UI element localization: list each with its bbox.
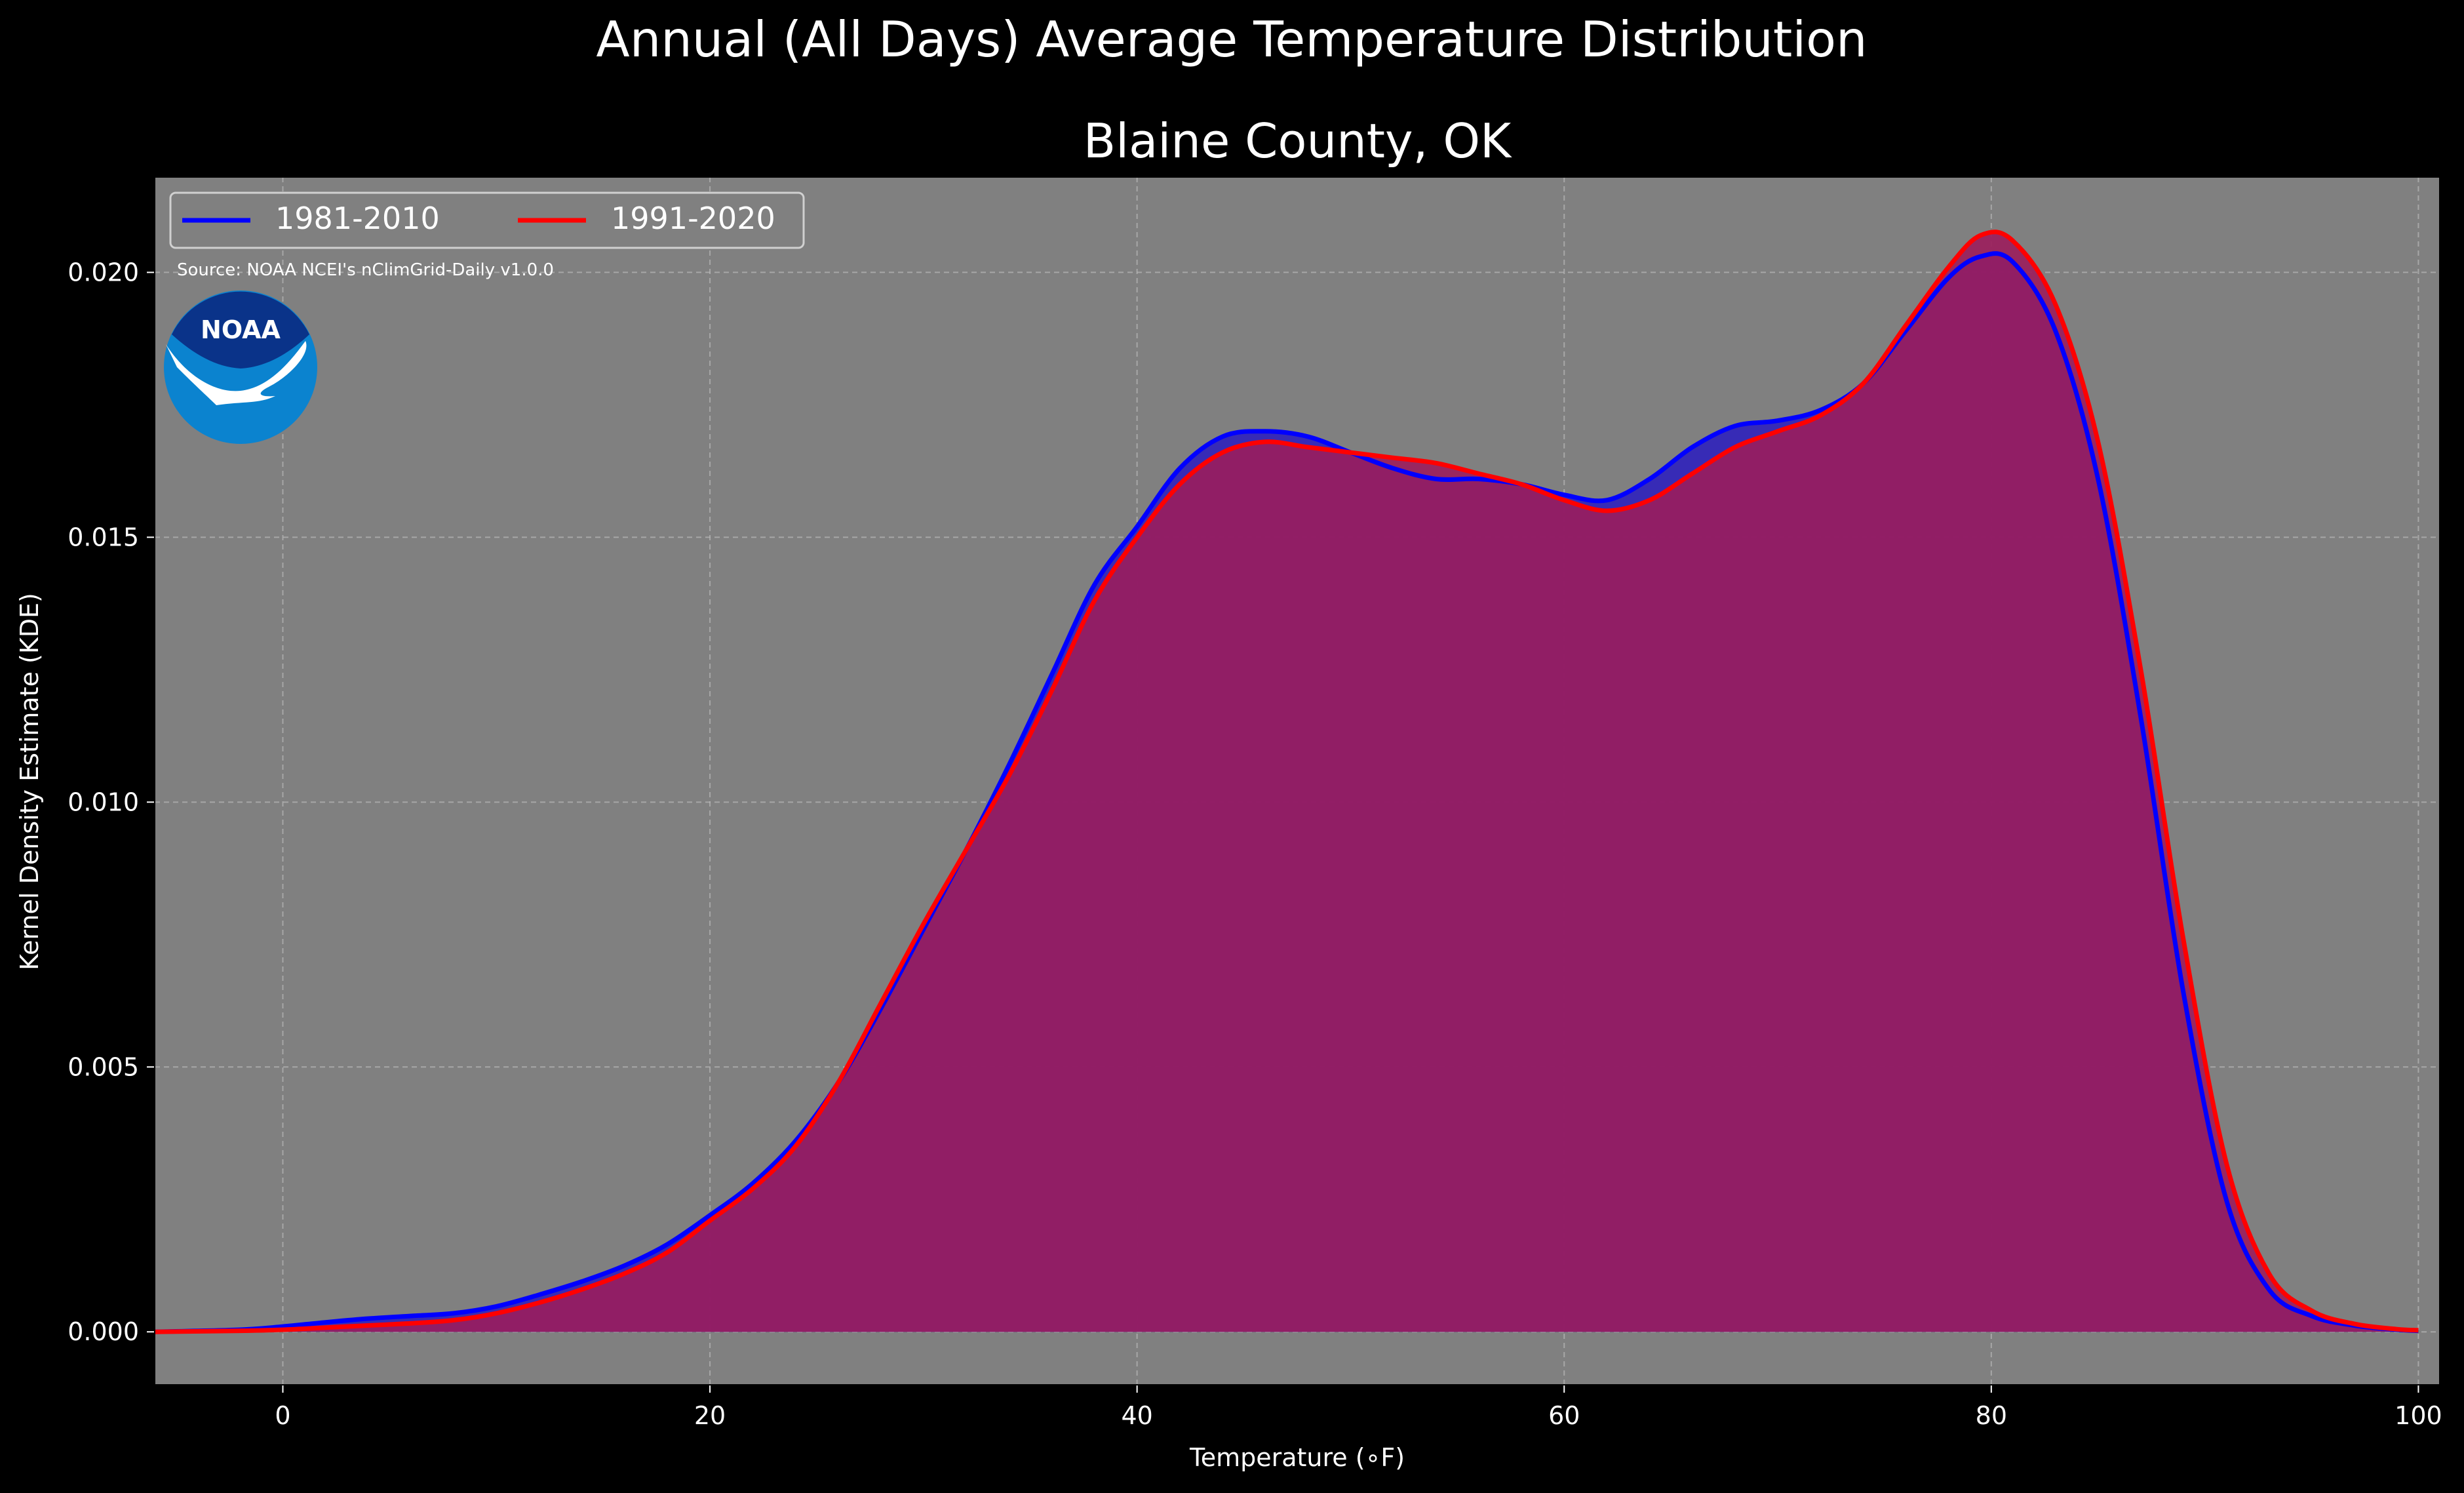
noaa-logo: NOAA [164, 290, 317, 444]
noaa-logo-sky [172, 291, 309, 368]
y-tick-label: 0.005 [68, 1052, 139, 1081]
source-note: Source: NOAA NCEI's nClimGrid-Daily v1.0… [177, 260, 554, 280]
x-tick-label: 80 [1976, 1401, 2007, 1430]
legend-label-1991-2020: 1991-2020 [611, 201, 775, 236]
plot-frame [154, 176, 2440, 1385]
y-tick-label: 0.015 [68, 523, 139, 551]
chart-title: Annual (All Days) Average Temperature Di… [596, 10, 1867, 68]
legend-box [169, 191, 805, 249]
noaa-logo-bird [166, 341, 307, 405]
x-tick-label: 100 [2395, 1401, 2442, 1430]
x-tick-label: 0 [275, 1401, 290, 1430]
legend: 1981-2010 1991-2020 [169, 191, 805, 249]
area-1991-2020 [155, 231, 2419, 1332]
x-tick-label: 20 [694, 1401, 726, 1430]
chart-subtitle: Blaine County, OK [1084, 113, 1512, 169]
y-axis-label: Kernel Density Estimate (KDE) [15, 593, 44, 970]
axes: 0 20 40 60 80 100 0.000 0.005 0.010 0.015 0.020 [68, 176, 2442, 1430]
noaa-logo-text: NOAA [201, 315, 281, 344]
x-axis-label: Temperature (∘F) [1189, 1443, 1405, 1472]
x-tick-label: 40 [1121, 1401, 1152, 1430]
x-tick-label: 60 [1548, 1401, 1580, 1430]
density-areas [154, 229, 2419, 1334]
legend-label-1981-2010: 1981-2010 [275, 201, 440, 236]
line-1991-2020 [154, 229, 2419, 1334]
y-tick-label: 0.000 [68, 1317, 139, 1346]
y-tick-label: 0.020 [68, 258, 139, 287]
y-tick-label: 0.010 [68, 787, 139, 816]
